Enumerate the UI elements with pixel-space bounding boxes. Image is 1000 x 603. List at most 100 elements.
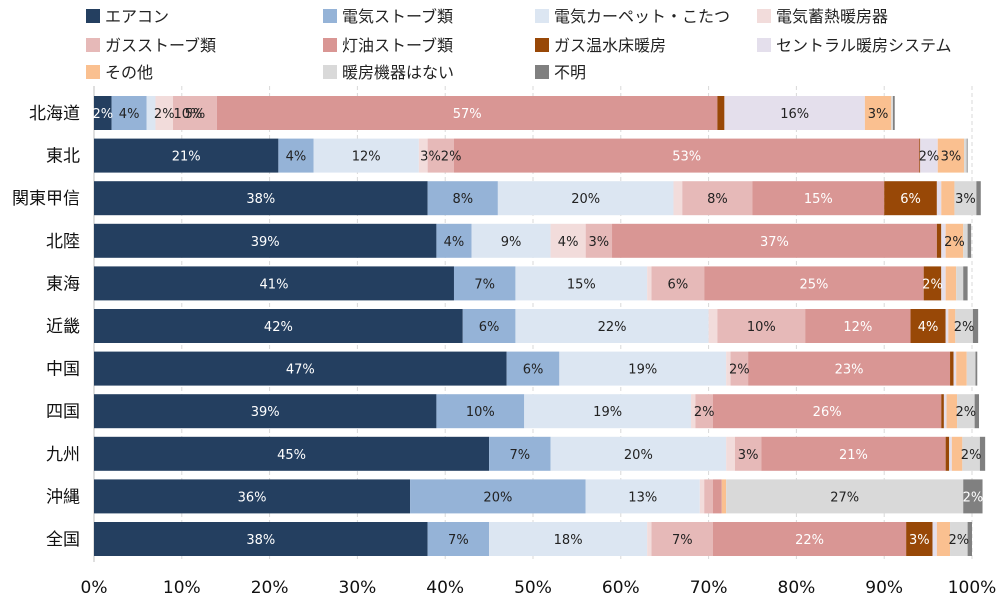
legend-swatch — [535, 38, 549, 52]
bar-segment — [94, 266, 454, 301]
legend-item: その他 — [86, 63, 153, 82]
bar-segment — [436, 223, 472, 258]
bar-segment — [111, 96, 147, 130]
data-label: 3% — [738, 448, 759, 463]
bar-segment — [146, 96, 156, 130]
bar-segment — [721, 479, 727, 514]
bar-segment — [708, 309, 718, 343]
bar-segment — [951, 436, 963, 471]
bar-segment — [967, 522, 972, 556]
bar-segment — [712, 479, 722, 514]
x-tick-label: 70% — [690, 578, 728, 598]
bar-segment — [892, 96, 895, 130]
category-label: 東海 — [46, 274, 80, 294]
legend-item: ガス温水床暖房 — [535, 36, 666, 55]
x-tick-label: 60% — [602, 578, 640, 598]
data-label: 21% — [839, 448, 868, 463]
x-tick-label: 10% — [163, 578, 201, 598]
bar-segment — [945, 436, 950, 471]
x-axis-ticks: 0% 10% 20% 30% 40% 50% 60% 70% 80% 90% 100% — [81, 578, 997, 598]
bar-segment — [941, 266, 946, 301]
data-label: 41% — [260, 277, 289, 292]
data-label: 2% — [961, 448, 982, 463]
category-label: 全国 — [46, 530, 80, 550]
bar-segment — [489, 522, 648, 556]
bar-segment — [704, 479, 713, 514]
bar-segment — [418, 138, 428, 173]
bar-segment — [313, 138, 419, 173]
data-label: 12% — [352, 150, 381, 165]
bar-segment — [724, 96, 865, 130]
bar-segment — [585, 479, 700, 514]
legend-label: その他 — [105, 63, 153, 82]
bar-segment — [864, 96, 892, 130]
bar-segment — [471, 223, 551, 258]
data-label: 16% — [780, 107, 809, 122]
bar-segment — [497, 181, 674, 216]
x-tick-label: 40% — [426, 578, 464, 598]
data-label: 39% — [251, 235, 280, 250]
data-label: 9% — [501, 235, 522, 250]
bar-segment — [964, 138, 967, 173]
bar-segment — [954, 181, 977, 216]
bar-segment — [734, 436, 762, 471]
data-label: 27% — [830, 490, 859, 505]
data-label: 6% — [523, 363, 544, 378]
data-label: 6% — [479, 320, 500, 335]
data-label: 4% — [286, 150, 307, 165]
legend-label: 暖房機器はない — [342, 63, 454, 82]
data-label: 2% — [963, 490, 984, 505]
legend-label: 電気蓄熱暖房器 — [776, 7, 888, 26]
category-label: 近畿 — [46, 317, 80, 337]
bar-segment — [936, 223, 942, 258]
legend-item: 灯油ストーブ類 — [323, 36, 453, 55]
legend-swatch — [757, 38, 771, 52]
bar-segment — [726, 351, 731, 386]
legend-label: セントラル暖房システム — [776, 36, 952, 55]
data-label: 4% — [444, 235, 465, 250]
data-label: 3% — [589, 235, 610, 250]
bar-segment — [94, 96, 112, 130]
bar-segment — [427, 138, 454, 173]
legend-item: セントラル暖房システム — [757, 36, 952, 55]
legend-label: ガス温水床暖房 — [554, 36, 666, 55]
bar-segment — [94, 522, 428, 556]
bar-segment — [717, 309, 806, 343]
bar-segment — [963, 223, 968, 258]
bar-segment — [956, 351, 967, 386]
x-tick-label: 0% — [81, 578, 108, 598]
bar-segment — [462, 309, 516, 343]
data-label: 4% — [558, 235, 579, 250]
data-label: 3% — [955, 192, 976, 207]
bar-segment — [748, 351, 951, 386]
bar-segment — [941, 223, 946, 258]
bar-segment — [953, 351, 957, 386]
bar-segment — [946, 394, 958, 429]
data-label: 15% — [804, 192, 833, 207]
data-labels: 2% 4% 2% 5%10% 57% 16% 3%21% 4% 12% 3%2% 53% 2% 3%38… — [92, 107, 983, 548]
x-tick-label: 50% — [514, 578, 552, 598]
data-label: 21% — [172, 150, 201, 165]
bar-segment — [695, 394, 713, 429]
data-label: 10% — [466, 405, 495, 420]
data-label: 19% — [593, 405, 622, 420]
legend-label: 不明 — [554, 63, 586, 82]
data-label: 38% — [246, 533, 275, 548]
bars — [94, 96, 986, 556]
category-label: 沖縄 — [46, 487, 80, 507]
data-label: 2% — [949, 533, 970, 548]
legend-item: 不明 — [535, 63, 586, 82]
data-label: 2% — [694, 405, 715, 420]
category-label: 九州 — [46, 445, 80, 465]
bar-segment — [941, 394, 944, 429]
data-label: 22% — [795, 533, 824, 548]
bar-segment — [948, 309, 956, 343]
bar-segment — [427, 181, 498, 216]
data-label: 22% — [598, 320, 627, 335]
legend-item: 暖房機器はない — [323, 63, 454, 82]
data-label: 3%2% — [420, 150, 461, 165]
data-label: 2% — [944, 235, 965, 250]
bar-segment — [717, 96, 725, 130]
